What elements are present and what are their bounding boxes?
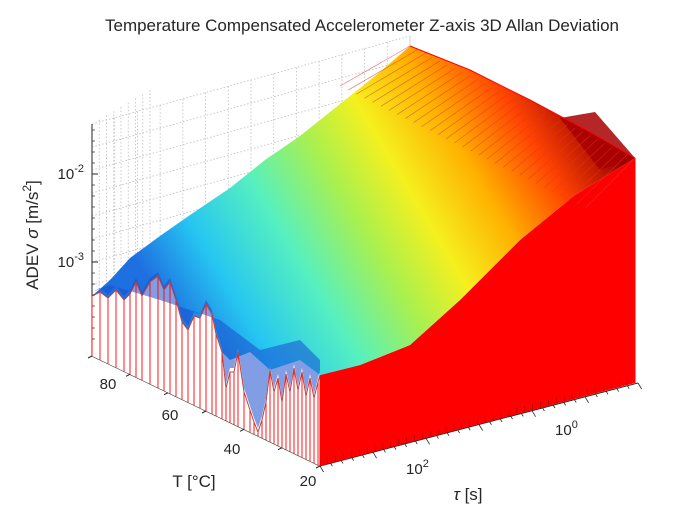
tau-tick-mark	[393, 446, 397, 450]
t-tick-mark	[239, 428, 245, 432]
grid-line	[91, 58, 411, 148]
z-tick-label: 10-3	[58, 251, 84, 271]
tau-tick-mark	[499, 418, 503, 423]
t-axis-label: T [°C]	[172, 472, 215, 491]
mesh-line	[552, 142, 606, 192]
tau-axis-label: τ [s]	[453, 485, 482, 504]
tau-tick-label: 102	[406, 458, 429, 478]
z-tick-label: 10-2	[58, 163, 84, 183]
tau-tick-mark	[351, 457, 354, 461]
surface-underside	[92, 272, 320, 428]
mesh-line	[543, 139, 598, 188]
mesh-line	[494, 116, 553, 164]
tau-tick-mark	[415, 440, 418, 445]
mesh-line	[348, 49, 418, 91]
tau-tick-mark	[330, 463, 333, 467]
mesh-line	[486, 112, 546, 160]
tau-tick-mark	[510, 415, 513, 420]
surface-plot	[91, 45, 636, 466]
grid-line	[91, 81, 411, 171]
t-tick-mark	[315, 465, 321, 469]
mesh-line	[503, 120, 561, 168]
tau-tick-mark	[425, 438, 430, 445]
surface-top-edge	[409, 45, 636, 159]
tau-tick-mark	[468, 427, 471, 431]
mesh-line	[356, 53, 426, 95]
tau-tick-mark	[584, 396, 589, 404]
tau-tick-mark	[627, 385, 630, 389]
tau-tick-mark	[616, 388, 619, 392]
tau-tick-mark	[521, 413, 524, 417]
mesh-line	[364, 56, 433, 99]
z-axis-ticks: 10-3 10-2	[58, 129, 98, 340]
mesh-line	[527, 131, 583, 180]
mesh-line	[568, 150, 621, 201]
tau-tick-mark	[531, 410, 536, 417]
t-tick-mark	[277, 447, 283, 451]
t-axis-ticks: 20 40 60 80	[87, 355, 321, 490]
tau-tick-mark	[404, 443, 407, 448]
surface-top	[92, 46, 635, 375]
t-tick-mark	[87, 355, 93, 359]
mesh-line	[560, 146, 613, 197]
tau-tick-mark	[436, 435, 439, 439]
tau-tick-mark	[574, 399, 577, 403]
tau-tick-mark	[563, 402, 566, 406]
mesh-line	[405, 75, 471, 119]
mesh-line	[519, 127, 576, 176]
mesh-line	[511, 124, 568, 172]
mesh-line	[584, 157, 636, 209]
mesh-line	[429, 86, 493, 131]
mesh-line	[339, 45, 411, 87]
mesh-line	[388, 68, 456, 111]
tau-tick-mark	[372, 451, 377, 459]
t-tick-mark	[201, 410, 207, 414]
tau-tick-mark	[478, 424, 483, 431]
tau-tick-mark	[457, 429, 460, 434]
mesh-line	[437, 90, 501, 136]
mesh-line	[462, 101, 523, 148]
t-tick-label: 80	[100, 376, 117, 393]
chart-title: Temperature Compensated Accelerometer Z-…	[105, 16, 619, 35]
mesh-line	[421, 83, 486, 127]
tau-tick-mark	[489, 421, 492, 425]
tau-tick-mark	[542, 407, 545, 412]
tau-axis-ticks: 100 102	[319, 382, 642, 478]
t-tick-mark	[163, 392, 169, 396]
t-tick-label: 40	[224, 441, 241, 458]
tau-tick-mark	[552, 404, 556, 409]
z-axis-label: ADEV σ [m/s2]	[20, 180, 42, 290]
mesh-line	[454, 98, 516, 144]
mesh-line	[380, 64, 448, 107]
grid-line	[91, 35, 411, 125]
tau-tick-mark	[340, 460, 344, 464]
mesh-line	[470, 105, 531, 152]
curtain-edge	[91, 275, 321, 434]
tau-tick-mark	[446, 432, 450, 437]
t-tick-mark	[125, 373, 131, 377]
tau-tick-label: 100	[555, 419, 578, 439]
mesh-line	[478, 109, 538, 156]
tau-tick-mark	[383, 449, 386, 453]
t-tick-label: 20	[300, 473, 317, 490]
tau-tick-mark	[637, 382, 642, 390]
mesh-line	[445, 94, 508, 140]
mesh-line	[413, 79, 478, 123]
mesh-line	[372, 60, 441, 103]
surface-side-wall	[320, 158, 635, 466]
mesh-line	[397, 71, 463, 115]
grid-line	[91, 104, 411, 194]
t-tick-label: 60	[162, 407, 179, 424]
mesh-line	[576, 154, 628, 205]
tau-tick-mark	[319, 465, 324, 473]
tau-tick-mark	[595, 393, 598, 398]
tau-tick-mark	[362, 454, 365, 459]
tau-tick-mark	[605, 391, 609, 395]
mesh-line	[535, 135, 591, 184]
